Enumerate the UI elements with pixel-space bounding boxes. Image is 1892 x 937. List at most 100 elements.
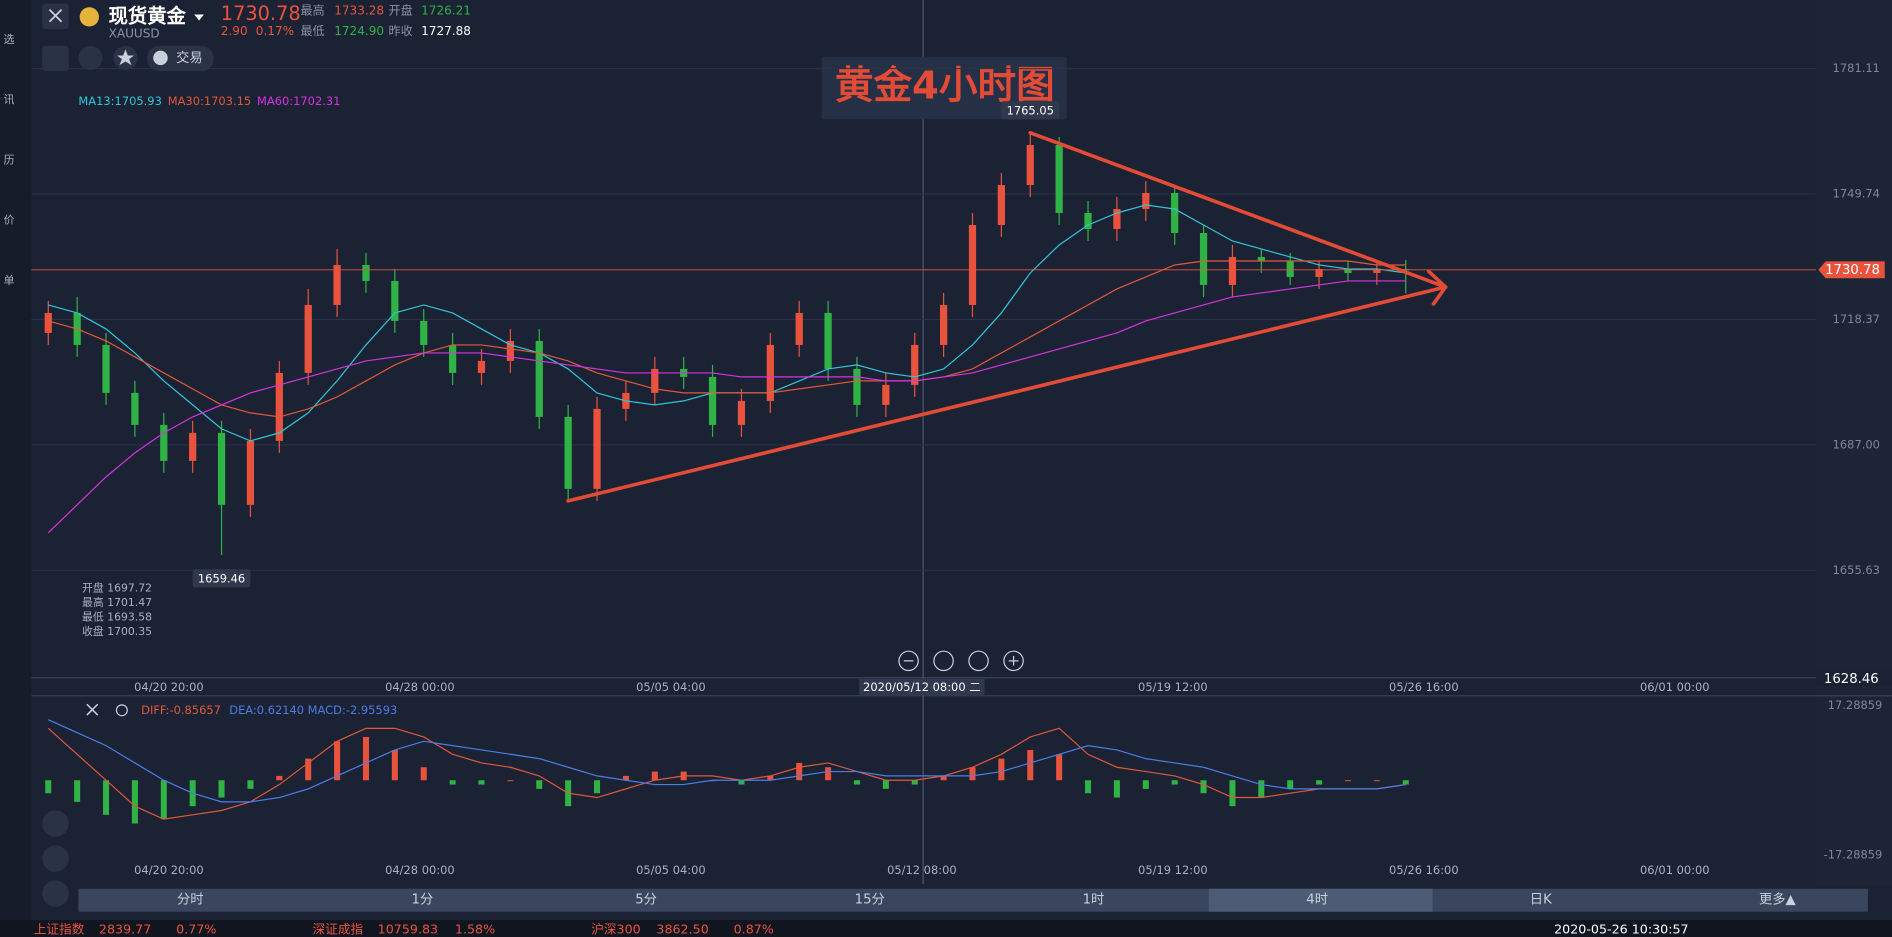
- tool-button[interactable]: [42, 810, 69, 837]
- candle-body: [246, 440, 255, 505]
- period-tab[interactable]: 分时: [177, 892, 204, 908]
- info-low: 最低 1693.58: [82, 610, 152, 623]
- candle-body: [1315, 268, 1323, 277]
- alert-button[interactable]: [78, 45, 103, 70]
- instrument-symbol: XAUUSD: [109, 26, 160, 40]
- candle-body: [824, 312, 832, 369]
- min-label-bg: [192, 569, 251, 588]
- candle-body: [1055, 145, 1063, 213]
- macd-bar: [882, 780, 889, 789]
- label: 最高: [300, 2, 324, 17]
- period-tab[interactable]: 1时: [1083, 892, 1105, 908]
- macd-bar: [594, 780, 601, 794]
- change-pct: 0.17%: [256, 24, 294, 38]
- macd-bar: [622, 775, 629, 781]
- candle-body: [1373, 268, 1381, 273]
- period-tab[interactable]: 1分: [412, 892, 434, 908]
- price-tag-label: 1730.78: [1825, 263, 1880, 278]
- candle-body: [1113, 208, 1121, 229]
- x-tick-label: 05/19 12:00: [1138, 863, 1208, 877]
- value: 1733.28: [334, 3, 384, 17]
- macd-bar: [911, 780, 918, 785]
- macd-bar: [45, 780, 52, 794]
- tool-button[interactable]: [42, 880, 69, 907]
- macd-bar: [74, 780, 81, 802]
- sidebar-label[interactable]: 单: [4, 274, 15, 287]
- candle-body: [1257, 256, 1265, 261]
- x-tick-label: 05/05 04:00: [636, 680, 706, 694]
- x-tick-label: 05/05 04:00: [636, 863, 706, 877]
- x-tick-label: 04/20 20:00: [134, 680, 204, 694]
- zoom-icons: [903, 656, 1019, 666]
- candle-body: [593, 408, 601, 489]
- period-tab[interactable]: 5分: [635, 892, 657, 908]
- sidebar-label[interactable]: 历: [4, 153, 15, 166]
- period-tab[interactable]: 更多▲: [1759, 891, 1797, 908]
- tool-button[interactable]: [42, 845, 69, 872]
- draw-button[interactable]: [42, 45, 69, 72]
- index-value: 10759.83: [378, 921, 438, 936]
- star-icon: [117, 49, 134, 66]
- candle-body: [391, 280, 399, 321]
- candle-body: [737, 400, 746, 425]
- period-tab[interactable]: 日K: [1530, 893, 1552, 908]
- candle-body: [131, 392, 139, 425]
- macd-tick-label: 17.28859: [1828, 698, 1883, 712]
- macd-bar: [1344, 780, 1351, 782]
- macd-legend: DEA:0.62140: [229, 703, 304, 717]
- macd-bar: [738, 780, 745, 785]
- dropdown-icon[interactable]: [194, 14, 204, 21]
- zoom-out[interactable]: [898, 650, 919, 672]
- macd-bar: [103, 780, 110, 815]
- info-close: 收盘 1700.35: [82, 624, 152, 638]
- forward[interactable]: [968, 650, 989, 672]
- macd-bar: [1316, 780, 1323, 785]
- macd-bar: [1229, 780, 1236, 807]
- macd-tick-label: -17.28859: [1824, 847, 1883, 861]
- last-price: 1730.78: [221, 2, 301, 25]
- macd-bar: [1171, 780, 1178, 785]
- x-tick-label: 05/12 08:00: [887, 863, 957, 877]
- candle-body: [1026, 145, 1034, 186]
- index-change: 0.77%: [176, 921, 216, 936]
- crosshair-label: 2020/05/12 08:00 二: [863, 680, 981, 694]
- candle-body: [1199, 232, 1208, 285]
- ma-legend: MA13:1705.93: [78, 94, 161, 108]
- candle-body: [968, 224, 977, 305]
- x-tick-label: 04/28 00:00: [385, 863, 455, 877]
- zoom-controls: [898, 650, 1024, 672]
- candle-body: [102, 344, 110, 393]
- sidebar-label[interactable]: 价: [4, 214, 15, 227]
- candle-body: [651, 368, 659, 393]
- gold-icon: [79, 7, 99, 27]
- macd-settings[interactable]: [115, 704, 128, 717]
- value: 1726.21: [421, 3, 471, 17]
- index-value: 3862.50: [656, 921, 708, 936]
- candle-body: [304, 304, 312, 373]
- max-label-bg: [1001, 101, 1060, 120]
- period-tab[interactable]: 4时: [1306, 892, 1328, 908]
- value: 1724.90: [334, 24, 384, 38]
- macd-bar: [391, 749, 398, 781]
- sidebar-label[interactable]: 讯: [4, 93, 15, 106]
- candle-body: [911, 344, 919, 385]
- macd-close[interactable]: [86, 703, 99, 716]
- y-tick-label: 1718.37: [1833, 312, 1880, 326]
- candle-body: [333, 264, 341, 305]
- trendline: [566, 131, 1448, 503]
- macd-bar: [1402, 780, 1409, 785]
- reset[interactable]: [933, 650, 954, 672]
- sidebar-label[interactable]: 选: [4, 33, 15, 46]
- macd-bar: [853, 780, 860, 785]
- ma-line: [48, 260, 1406, 418]
- zoom-in[interactable]: [1003, 650, 1024, 672]
- candle-body: [766, 344, 774, 401]
- macd-bar: [536, 780, 543, 789]
- period-tab[interactable]: 15分: [855, 892, 885, 908]
- macd-line: [48, 719, 1406, 803]
- change: 2.90: [221, 24, 248, 38]
- instrument-name[interactable]: 现货黄金: [109, 4, 187, 27]
